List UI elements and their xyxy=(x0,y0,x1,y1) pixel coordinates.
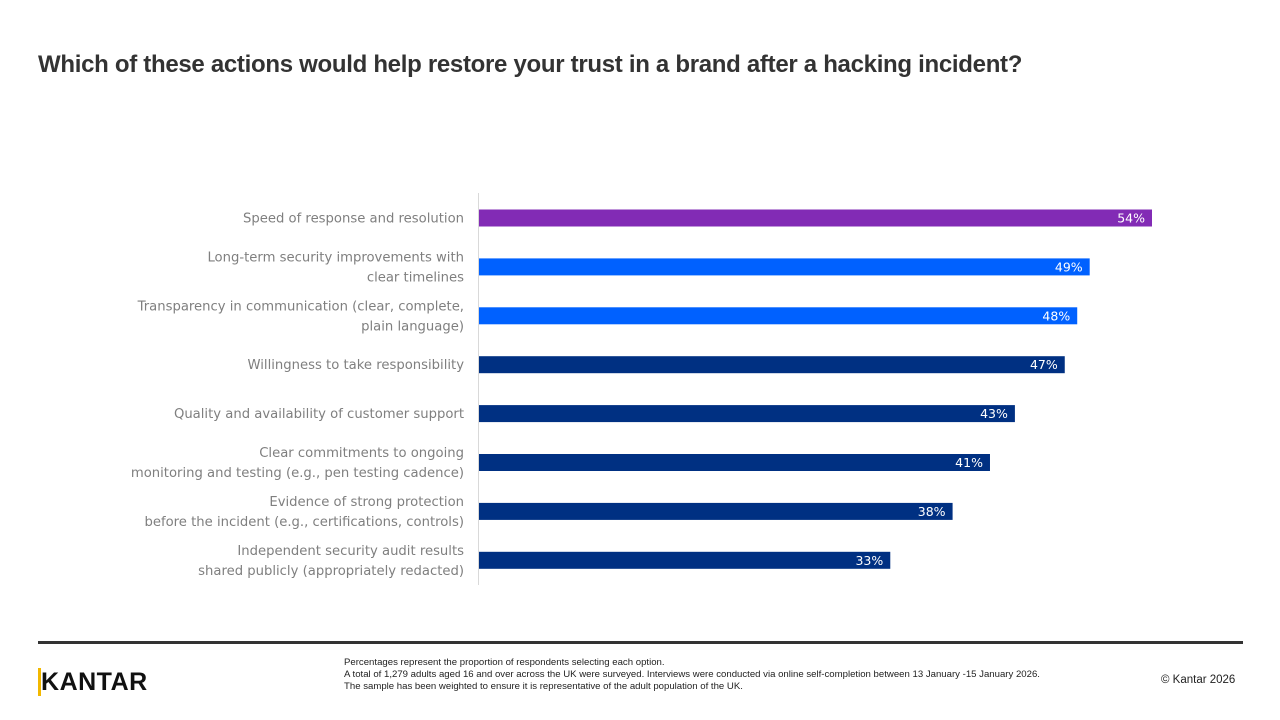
category-label: shared publicly (appropriately redacted) xyxy=(198,564,464,579)
category-label: Long-term security improvements with xyxy=(207,250,464,265)
data-label: 47% xyxy=(1030,357,1058,372)
footer-divider xyxy=(38,641,1243,644)
data-label: 43% xyxy=(980,406,1008,421)
category-label: plain language) xyxy=(361,319,464,334)
category-label: Quality and availability of customer sup… xyxy=(174,407,464,422)
bar xyxy=(479,405,1015,423)
bar xyxy=(479,454,990,471)
bar xyxy=(479,502,953,520)
data-label: 49% xyxy=(1055,259,1083,274)
kantar-logo: KANTAR xyxy=(38,668,148,697)
bar xyxy=(479,209,1152,227)
bar-chart: 54% Speed of response and resolution 49% Lo… xyxy=(131,193,1152,585)
data-label: 33% xyxy=(855,553,883,568)
logo-text: ANTAR xyxy=(59,668,148,696)
category-label: Clear commitments to ongoing xyxy=(259,446,464,461)
chart-title: Which of these actions would help restor… xyxy=(38,51,1023,78)
category-label: monitoring and testing (e.g., pen testin… xyxy=(131,466,464,481)
data-label: 41% xyxy=(955,455,983,470)
category-label: before the incident (e.g., certification… xyxy=(144,515,464,530)
footnotes: Percentages represent the proportion of … xyxy=(344,657,1054,693)
data-label: 48% xyxy=(1042,308,1070,323)
bar xyxy=(479,551,891,569)
copyright: © Kantar 2026 xyxy=(1161,674,1236,686)
category-label: Speed of response and resolution xyxy=(243,212,464,227)
category-label: Transparency in communication (clear, co… xyxy=(137,299,464,314)
category-label: Willingness to take responsibility xyxy=(248,358,465,373)
category-label: Independent security audit results xyxy=(237,544,464,559)
bar xyxy=(479,258,1090,276)
bar xyxy=(479,307,1078,325)
data-label: 54% xyxy=(1117,211,1145,226)
category-label: clear timelines xyxy=(367,270,464,285)
footnote-1: Percentages represent the proportion of … xyxy=(344,657,665,668)
category-label: Evidence of strong protection xyxy=(269,495,464,510)
footnote-2: A total of 1,279 adults aged 16 and over… xyxy=(344,669,1040,692)
data-label: 38% xyxy=(918,504,946,519)
bar xyxy=(479,356,1065,374)
